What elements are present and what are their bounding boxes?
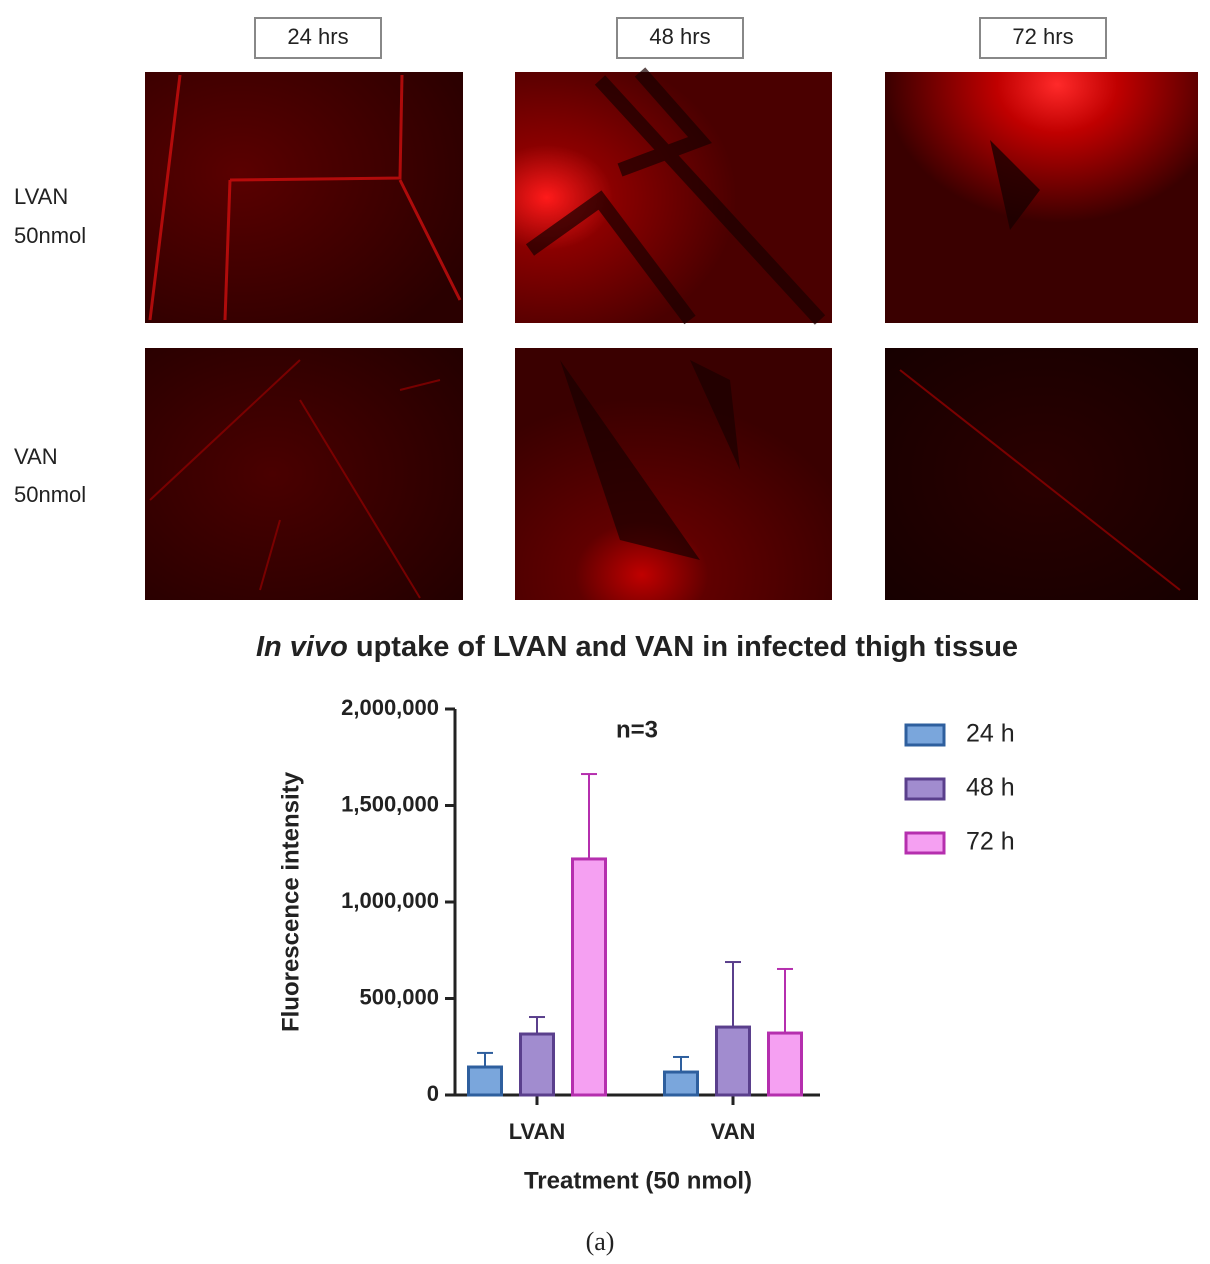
x-axis-label: Treatment (50 nmol)	[524, 1167, 752, 1194]
micrograph	[885, 72, 1198, 323]
caption: (a)	[586, 1227, 615, 1256]
legend-swatch	[904, 777, 946, 801]
legend-label: 72 h	[966, 828, 1015, 856]
bar	[663, 1070, 699, 1097]
header-box	[254, 17, 382, 59]
bar	[571, 857, 607, 1097]
micrograph-detail	[899, 369, 1181, 591]
y-axis-label: Fluorescence intensity	[277, 771, 304, 1032]
title-prefix: In vivo	[256, 631, 348, 663]
column-header: 48 hrs	[649, 24, 710, 49]
micrograph-detail	[149, 359, 441, 599]
y-tick-label: 1,500,000	[341, 791, 439, 816]
plot: 0 500,000 1,000,000 1,500,000 2,000,000 LVAN V…	[341, 695, 1015, 1144]
y-tick-label: 2,000,000	[341, 695, 439, 720]
column-header: 72 hrs	[1012, 24, 1073, 49]
row-label: LVAN	[14, 184, 68, 209]
legend-label: 48 h	[966, 774, 1015, 802]
legend-swatch	[904, 831, 946, 855]
row-label: 50nmol	[14, 482, 86, 507]
title-rest: uptake of LVAN and VAN in infected thigh…	[356, 631, 1018, 663]
annotation: n=3	[616, 716, 658, 743]
micrograph-detail	[990, 140, 1040, 230]
micrograph	[145, 348, 463, 600]
x-tick-label: VAN	[711, 1119, 756, 1144]
microscopy-panels: 24 hrs 48 hrs 72 hrs LVAN 50nmol VAN 50n…	[14, 17, 1198, 600]
micrograph	[145, 72, 463, 323]
micrograph-detail	[525, 67, 826, 325]
header-box	[979, 17, 1107, 59]
micrograph-detail	[560, 360, 740, 560]
column-header: 24 hrs	[287, 24, 348, 49]
legend-swatch	[904, 723, 946, 747]
y-tick-label: 500,000	[359, 984, 439, 1009]
bar	[519, 1032, 555, 1097]
y-tick-label: 0	[427, 1081, 439, 1106]
x-tick-label: LVAN	[509, 1119, 566, 1144]
row-label: VAN	[14, 444, 58, 469]
micrograph-detail	[148, 74, 462, 321]
legend-label: 24 h	[966, 720, 1015, 748]
bar	[767, 1031, 803, 1097]
micrograph	[515, 348, 832, 600]
header-box	[616, 17, 744, 59]
chart-title: In vivo uptake of LVAN and VAN in infect…	[256, 631, 1018, 663]
micrograph	[885, 348, 1198, 600]
bar	[715, 1025, 751, 1097]
y-tick-label: 1,000,000	[341, 888, 439, 913]
bar	[467, 1065, 503, 1097]
row-label: 50nmol	[14, 223, 86, 248]
